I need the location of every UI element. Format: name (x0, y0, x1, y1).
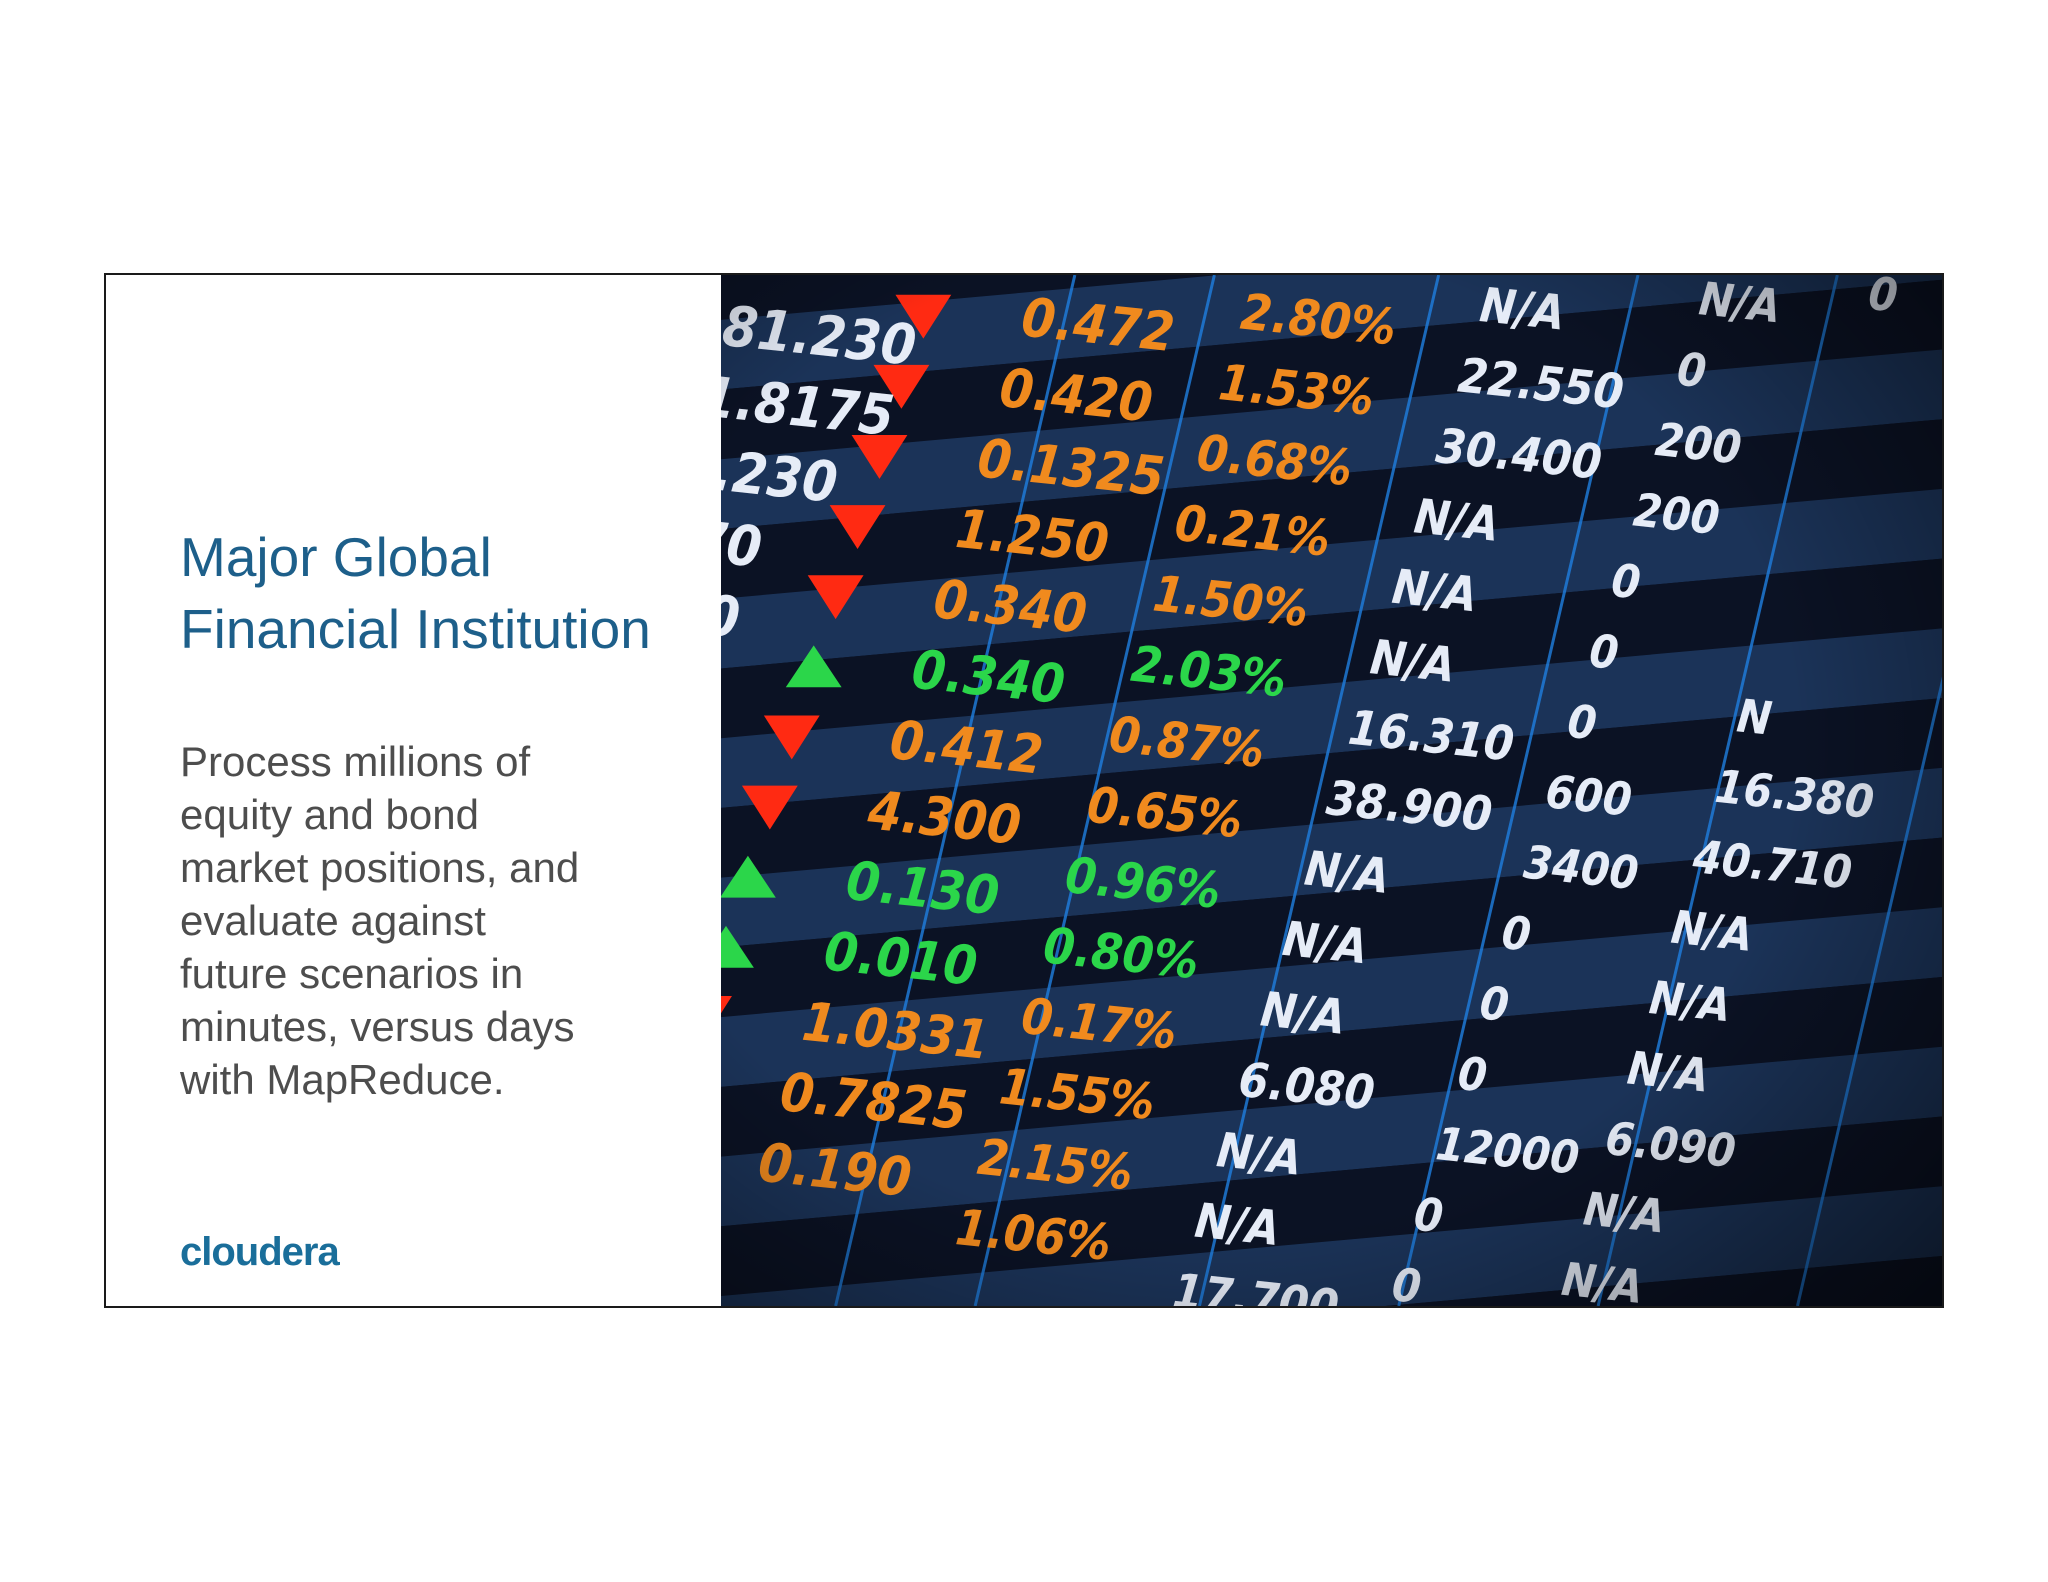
photo-vignette (721, 275, 1942, 1306)
slide-title: Major Global Financial Institution (180, 521, 720, 665)
slide-title-line: Major Global (180, 526, 492, 588)
slide-body-line: with MapReduce. (180, 1056, 505, 1103)
slide-body-line: market positions, and (180, 844, 580, 891)
slide-body: Process millions of equity and bond mark… (180, 735, 700, 1106)
slide-body-line: Process millions of (180, 738, 531, 785)
slide-title-line: Financial Institution (180, 598, 651, 660)
slide-card: Major Global Financial Institution Proce… (104, 273, 1944, 1308)
slide-body-line: equity and bond (180, 791, 479, 838)
text-panel: Major Global Financial Institution Proce… (106, 275, 721, 1306)
stock-ticker-photo: 81.2300.4722.80%N/AN/A01.81750.4201.53%2… (721, 275, 1942, 1306)
cloudera-logo: cloudera (180, 1230, 340, 1274)
slide-body-line: future scenarios in (180, 950, 524, 997)
ticker-board-graphic: 81.2300.4722.80%N/AN/A01.81750.4201.53%2… (721, 275, 1942, 1306)
slide-body-line: minutes, versus days (180, 1003, 575, 1050)
slide-body-line: evaluate against (180, 897, 486, 944)
